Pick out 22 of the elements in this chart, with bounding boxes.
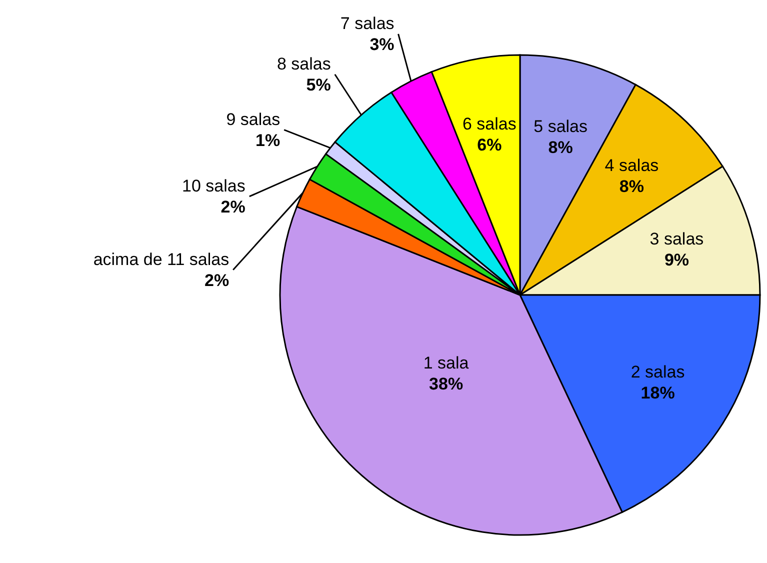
slice-label: 3 salas <box>650 229 704 248</box>
slice-label: 5 salas <box>534 116 588 136</box>
slice-label: 6 salas <box>462 114 516 134</box>
slice-label: 2 salas <box>630 362 685 382</box>
slice-label: 1 sala <box>423 354 470 373</box>
data-label: 6% <box>477 136 502 155</box>
slice-label: 10 salas <box>182 176 246 196</box>
data-label: 9% <box>664 250 690 270</box>
data-label: 5% <box>306 75 331 94</box>
data-label: 18% <box>640 383 675 402</box>
data-label: 2% <box>204 270 230 290</box>
slice-label: acima de 11 salas <box>93 250 230 269</box>
slice-label: 9 salas <box>226 110 280 129</box>
data-label: 38% <box>429 374 464 394</box>
slice-label: 4 salas <box>604 156 659 176</box>
data-label: 2% <box>220 198 246 216</box>
data-label: 8% <box>619 177 644 196</box>
data-label: 8% <box>548 138 573 157</box>
slice-label: 7 salas <box>340 14 394 33</box>
slice-label: 8 salas <box>277 54 331 74</box>
data-label: 1% <box>256 130 280 150</box>
data-label: 3% <box>370 34 394 54</box>
